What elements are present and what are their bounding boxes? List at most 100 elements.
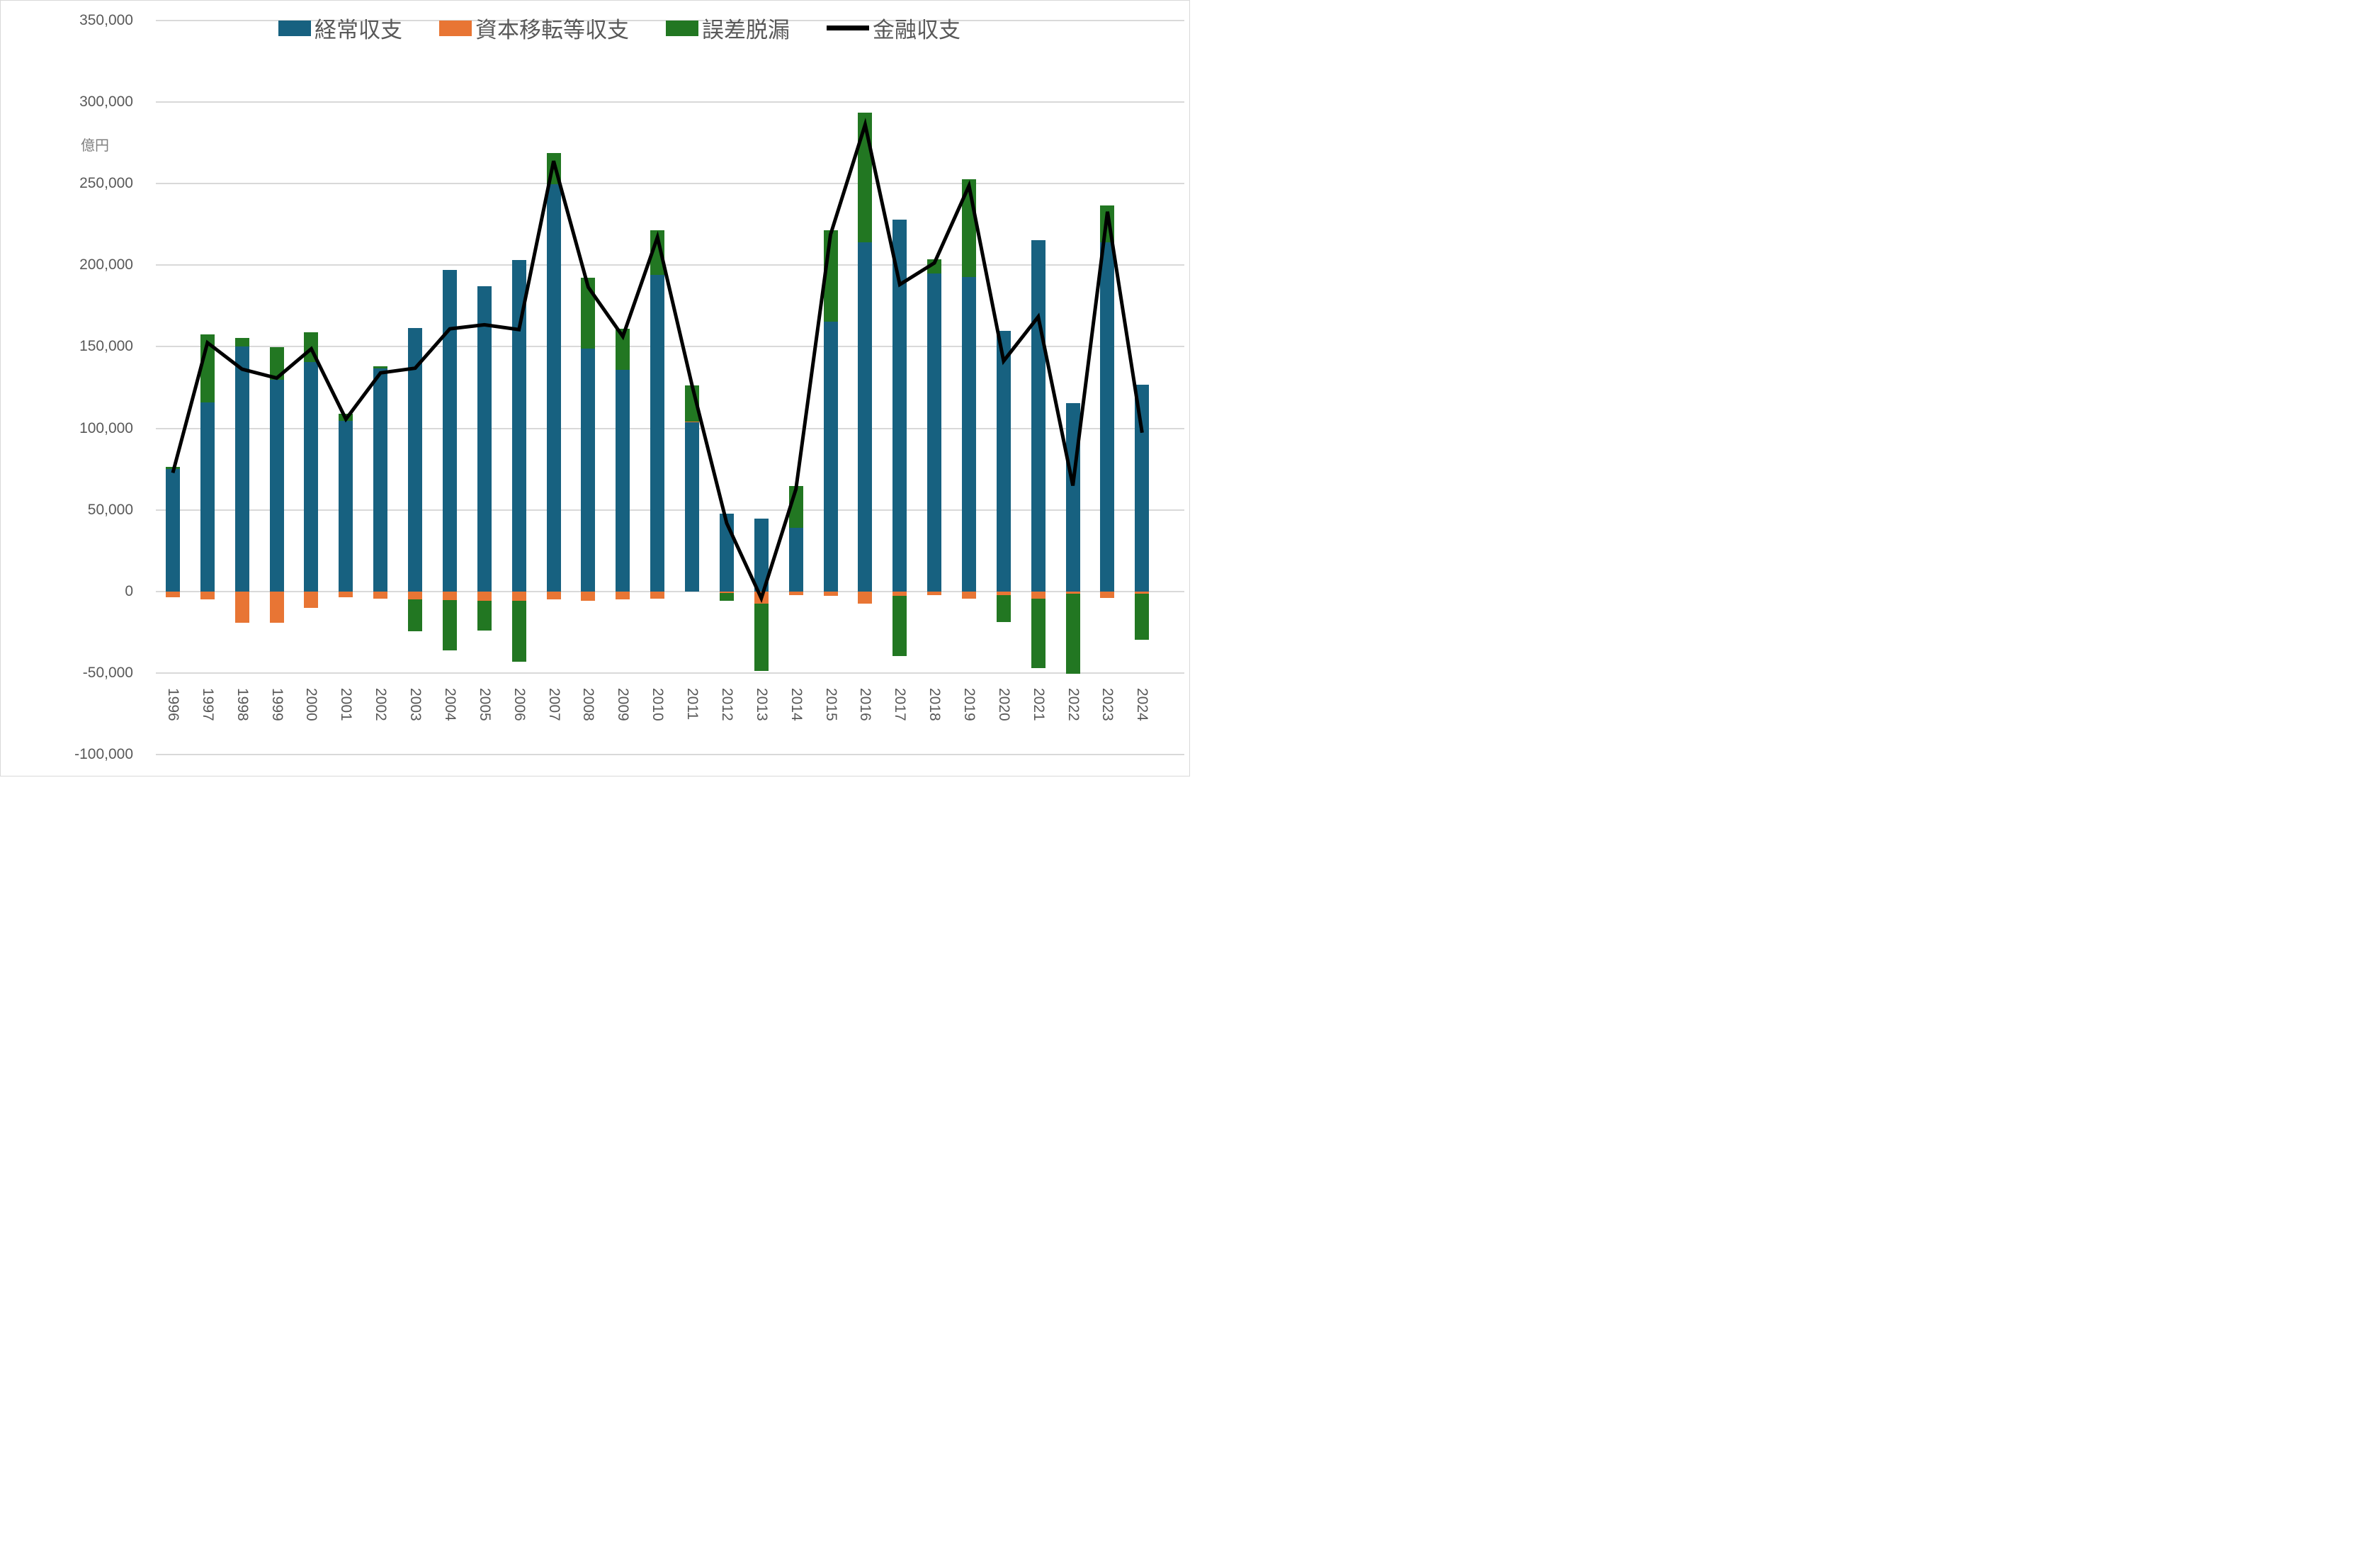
x-axis-tick-label: 2001 <box>338 688 355 721</box>
bar-segment-2001 <box>339 421 353 592</box>
gridline <box>156 101 1184 103</box>
bar-segment-2008 <box>581 349 596 592</box>
bar-segment-2016 <box>858 112 873 243</box>
bar-segment-2022 <box>1065 593 1080 674</box>
bar-segment-2012 <box>719 592 734 602</box>
bar-segment-1998 <box>234 337 249 347</box>
y-axis-tick-label: 200,000 <box>79 256 133 273</box>
bar-segment-2016 <box>858 592 873 604</box>
gridline <box>156 754 1184 756</box>
x-axis-tick-label: 2004 <box>441 688 458 721</box>
bar-segment-2000 <box>304 592 319 608</box>
bar-segment-2001 <box>339 413 353 422</box>
x-axis-tick-label: 2021 <box>1030 688 1047 721</box>
bar-segment-2019 <box>962 179 976 278</box>
bar-segment-2010 <box>650 275 665 592</box>
bar-segment-2023 <box>1100 205 1115 243</box>
bar-segment-2002 <box>373 366 388 368</box>
bar-segment-2004 <box>442 270 457 592</box>
x-axis-tick-label: 2013 <box>753 688 770 721</box>
financial-account-line-layer <box>171 118 1144 604</box>
bar-segment-1999 <box>269 346 284 380</box>
bar-segment-2015 <box>823 322 838 592</box>
bar-segment-2006 <box>511 592 526 601</box>
bar-segment-2018 <box>927 259 942 273</box>
bar-segment-2000 <box>304 362 319 592</box>
gridline <box>156 183 1184 184</box>
y-axis-tick-label: 100,000 <box>79 419 133 436</box>
legend-item-capital-account: 資本移転等収支 <box>439 12 629 44</box>
bar-segment-2015 <box>823 592 838 597</box>
capital-account-swatch <box>439 20 472 36</box>
bar-segment-2002 <box>373 592 388 599</box>
bar-segment-2023 <box>1100 592 1115 599</box>
x-axis-tick-label: 1998 <box>234 688 251 721</box>
balance-of-payments-chart: 350,000 300,000 250,000 200,000 150,000 100,0… <box>0 0 1190 776</box>
bar-segment-2019 <box>962 592 976 599</box>
bar-segment-2013 <box>754 592 769 604</box>
x-axis-tick-label: 2015 <box>822 688 839 721</box>
bar-segment-2009 <box>616 592 630 599</box>
bar-segment-2020 <box>996 594 1011 622</box>
bar-segment-2007 <box>546 592 561 599</box>
bar-segment-2014 <box>788 485 803 528</box>
bar-segment-2006 <box>511 600 526 662</box>
bar-segment-2001 <box>339 592 353 597</box>
bar-segment-2004 <box>442 592 457 600</box>
financial-account-line-swatch <box>827 26 869 30</box>
bar-segment-2007 <box>546 153 561 185</box>
bar-segment-2019 <box>962 277 976 592</box>
bar-segment-2014 <box>788 527 803 592</box>
bar-segment-2024 <box>1135 384 1150 592</box>
bar-segment-2022 <box>1065 402 1080 592</box>
bar-segment-2008 <box>581 592 596 601</box>
y-axis-tick-label: 150,000 <box>79 338 133 355</box>
bar-segment-1997 <box>200 592 215 600</box>
bar-segment-2009 <box>616 369 630 592</box>
bar-segment-2000 <box>304 332 319 363</box>
gridline <box>156 264 1184 266</box>
x-axis-tick-label: 2009 <box>615 688 632 721</box>
bar-segment-2017 <box>892 220 907 592</box>
x-axis-tick-label: 2008 <box>580 688 597 721</box>
bar-segment-2023 <box>1100 242 1115 592</box>
x-axis-tick-label: 2011 <box>684 688 701 721</box>
bar-segment-2012 <box>719 514 734 592</box>
bar-segment-2017 <box>892 596 907 657</box>
gridline <box>156 672 1184 674</box>
bar-segment-2007 <box>546 184 561 592</box>
x-axis-tick-label: 2002 <box>373 688 390 721</box>
bar-segment-2009 <box>616 329 630 370</box>
y-axis-tick-label: 50,000 <box>87 501 133 518</box>
bar-segment-1999 <box>269 380 284 592</box>
bar-segment-1998 <box>234 592 249 623</box>
bar-segment-2015 <box>823 230 838 322</box>
legend-label-errors-omissions: 誤差脱漏 <box>702 18 790 43</box>
bar-segment-2010 <box>650 230 665 276</box>
bar-segment-2004 <box>442 599 457 650</box>
x-axis-tick-label: 2022 <box>1065 688 1082 721</box>
y-axis-tick-label: 300,000 <box>79 93 133 110</box>
legend-item-financial-account: 金融収支 <box>827 12 960 44</box>
bar-segment-1999 <box>269 592 284 623</box>
bar-segment-2011 <box>685 422 700 592</box>
x-axis-tick-label: 2014 <box>788 688 805 721</box>
bar-segment-2006 <box>511 259 526 592</box>
bar-segment-2005 <box>477 286 492 592</box>
bar-segment-2003 <box>408 328 423 592</box>
bar-segment-2003 <box>408 592 423 599</box>
bar-segment-2020 <box>996 330 1011 592</box>
bar-segment-2018 <box>927 273 942 592</box>
bar-segment-2011 <box>685 385 700 422</box>
x-axis-tick-label: 1999 <box>268 688 285 721</box>
x-axis-tick-label: 2010 <box>650 688 667 721</box>
bar-segment-2013 <box>754 519 769 592</box>
x-axis-tick-label: 2012 <box>718 688 735 721</box>
bar-segment-1997 <box>200 402 215 592</box>
y-axis-unit-label: 億円 <box>81 138 109 154</box>
x-axis-tick-label: 1997 <box>199 688 216 721</box>
bar-segment-2003 <box>408 599 423 632</box>
x-axis-tick-label: 2024 <box>1134 688 1151 721</box>
x-axis-tick-label: 2003 <box>407 688 424 721</box>
y-axis-tick-label: -100,000 <box>74 746 133 763</box>
